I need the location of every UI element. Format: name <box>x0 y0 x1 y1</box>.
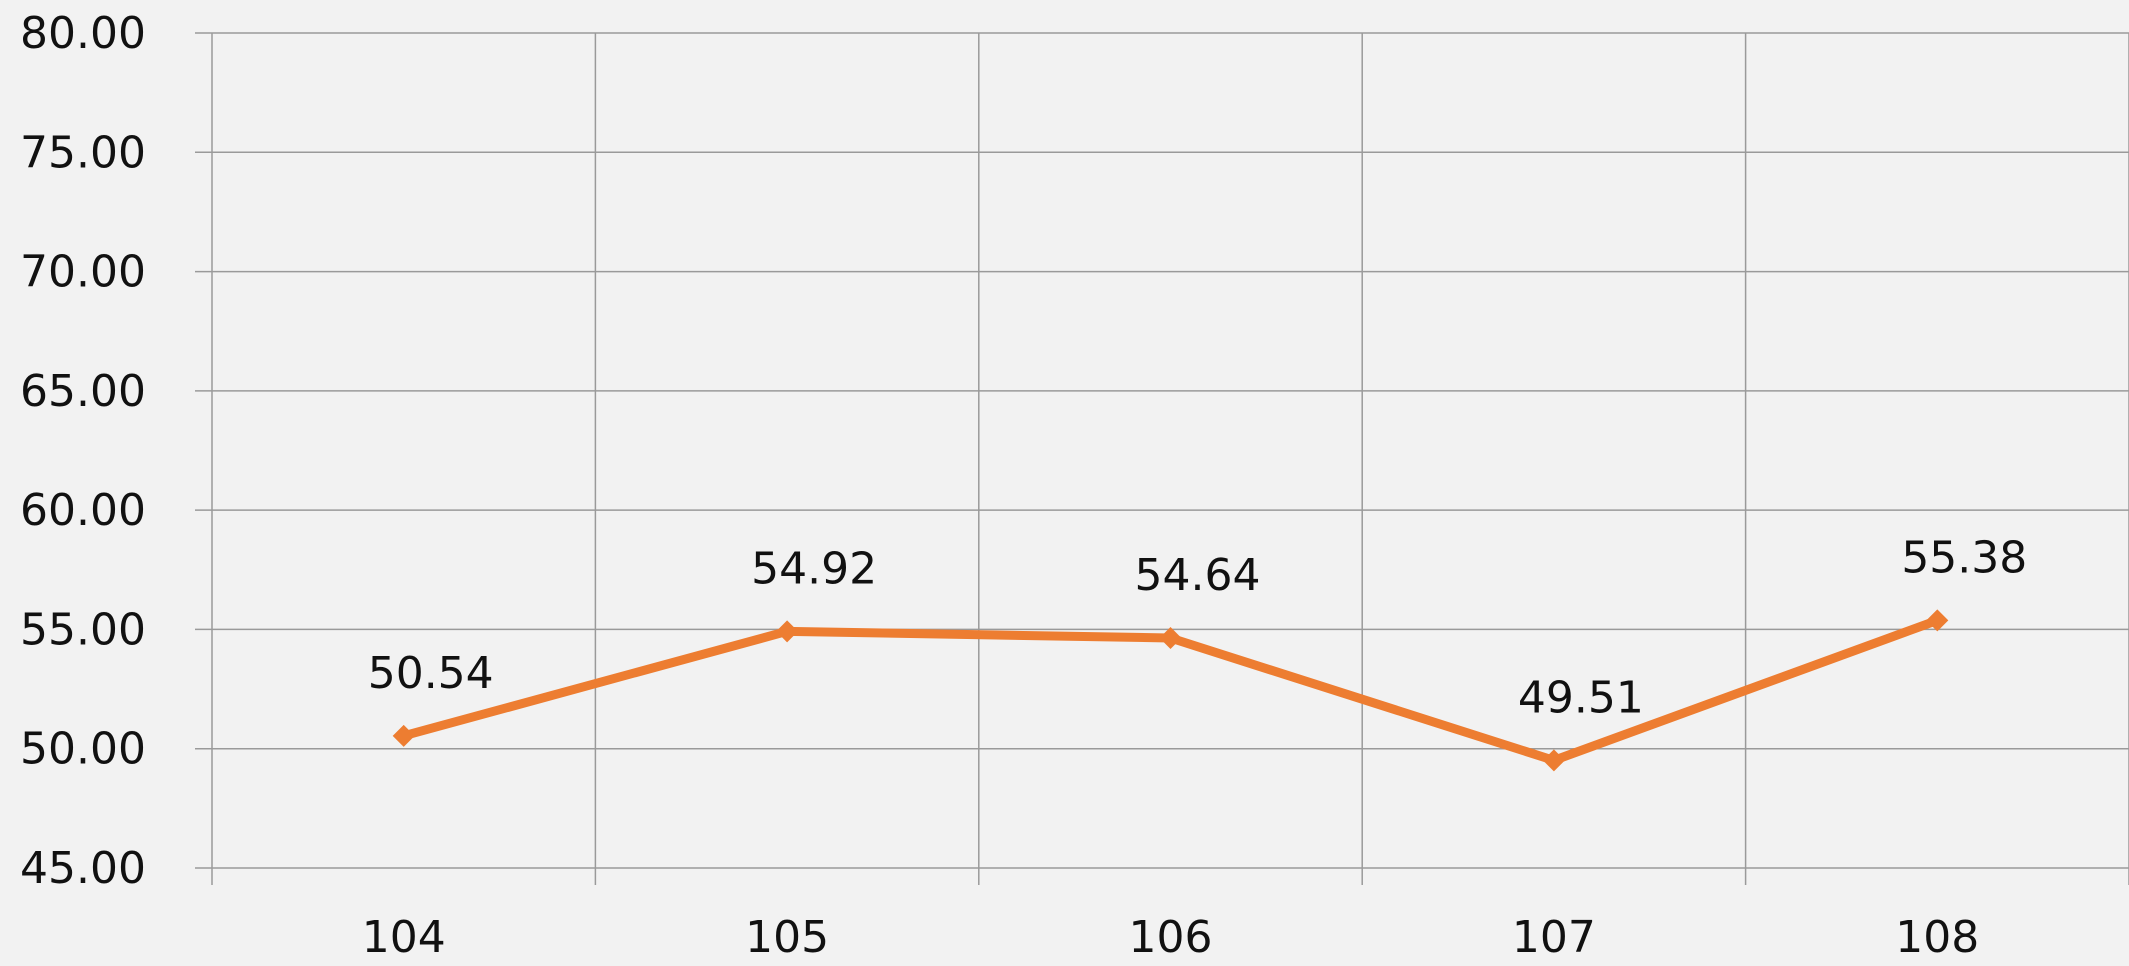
data-point-marker <box>392 724 415 747</box>
x-axis-tick-labels: 104 105 106 107 108 <box>362 912 1980 963</box>
data-point-marker <box>1159 627 1182 650</box>
data-label: 49.51 <box>1518 672 1644 723</box>
y-tick-label: 70.00 <box>20 247 146 298</box>
y-tick-label: 75.00 <box>20 127 146 178</box>
data-point-marker <box>1926 609 1949 632</box>
x-tick-label: 105 <box>745 912 829 962</box>
data-labels: 50.54 54.92 54.64 49.51 55.38 <box>368 532 2028 723</box>
data-label: 50.54 <box>368 648 494 699</box>
y-tick-label: 45.00 <box>20 843 146 894</box>
y-tick-label: 55.00 <box>20 604 146 655</box>
series-line-layer <box>392 609 1949 772</box>
y-axis-tick-labels: 45.00 50.00 55.00 60.00 65.00 70.00 75.00 80.00 <box>20 8 146 894</box>
x-tick-label: 108 <box>1895 912 1979 962</box>
y-tick-label: 80.00 <box>20 8 146 59</box>
data-label: 55.38 <box>1901 532 2027 583</box>
data-label: 54.64 <box>1135 550 1261 601</box>
data-point-marker <box>776 620 799 643</box>
x-tick-label: 104 <box>362 912 446 962</box>
y-tick-label: 65.00 <box>20 366 146 417</box>
data-point-marker <box>1542 749 1565 772</box>
data-label: 54.92 <box>751 543 877 594</box>
x-tick-label: 106 <box>1129 912 1213 962</box>
y-tick-label: 50.00 <box>20 724 146 775</box>
grid-lines <box>195 32 2129 885</box>
y-tick-label: 60.00 <box>20 485 146 536</box>
x-tick-label: 107 <box>1512 912 1596 962</box>
